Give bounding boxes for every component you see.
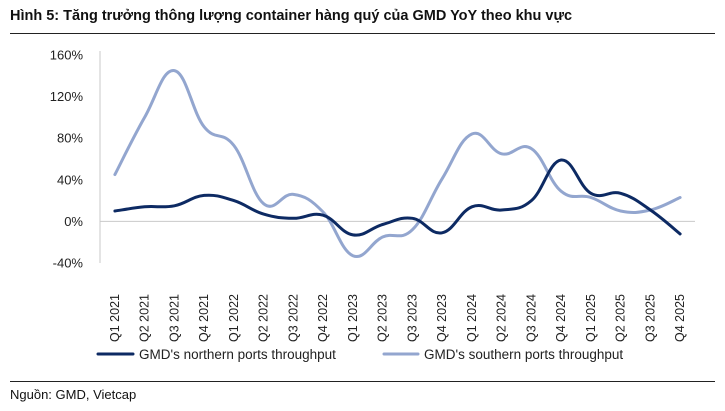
x-tick-label: Q3 2022 (286, 294, 300, 342)
legend-southern-label: GMD's southern ports throughput (424, 347, 623, 362)
title-divider (10, 33, 715, 34)
x-tick-label: Q2 2025 (614, 294, 628, 342)
y-tick-label: -40% (53, 256, 84, 271)
y-tick-label: 160% (50, 48, 84, 63)
x-tick-label: Q2 2023 (376, 294, 390, 342)
x-tick-label: Q4 2023 (435, 294, 449, 342)
legend-northern-label: GMD's northern ports throughput (139, 347, 336, 362)
x-tick-label: Q1 2025 (584, 294, 598, 342)
x-tick-label: Q1 2021 (108, 294, 122, 342)
y-tick-label: 80% (57, 131, 83, 146)
x-tick-label: Q1 2023 (346, 294, 360, 342)
line-chart: -40% 0% 40% 80% 120% 160% Q1 2021 Q2 2021 Q3 20… (50, 48, 695, 362)
x-tick-label: Q3 2021 (167, 294, 181, 342)
source-note: Nguồn: GMD, Vietcap (10, 387, 137, 402)
x-tick-label: Q4 2021 (197, 294, 211, 342)
x-tick-label: Q3 2023 (405, 294, 419, 342)
southern-ports-line (113, 69, 682, 259)
x-tick-label: Q3 2024 (524, 294, 538, 342)
x-tick-label: Q1 2022 (227, 294, 241, 342)
x-tick-label: Q4 2022 (316, 294, 330, 342)
y-tick-label: 120% (50, 89, 84, 104)
y-tick-label: 0% (64, 214, 83, 229)
x-tick-label: Q2 2021 (138, 294, 152, 342)
x-tick-label: Q1 2024 (465, 294, 479, 342)
chart-legend: GMD's northern ports throughput GMD's sou… (96, 347, 623, 362)
x-tick-label: Q3 2025 (643, 294, 657, 342)
x-tick-label: Q2 2022 (257, 294, 271, 342)
figure-title: Hình 5: Tăng trưởng thông lượng containe… (10, 8, 573, 24)
series-lines (113, 69, 682, 259)
y-tick-label: 40% (57, 172, 83, 187)
x-axis-ticks: Q1 2021 Q2 2021 Q3 2021 Q4 2021 Q1 2022 Q2 20… (108, 294, 687, 342)
northern-ports-line (113, 158, 682, 237)
chart-axes (99, 51, 695, 263)
x-tick-label: Q2 2024 (495, 294, 509, 342)
source-divider (10, 381, 715, 382)
x-tick-label: Q4 2024 (554, 294, 568, 342)
x-tick-label: Q4 2025 (673, 294, 687, 342)
y-axis-ticks: -40% 0% 40% 80% 120% 160% (50, 48, 84, 271)
